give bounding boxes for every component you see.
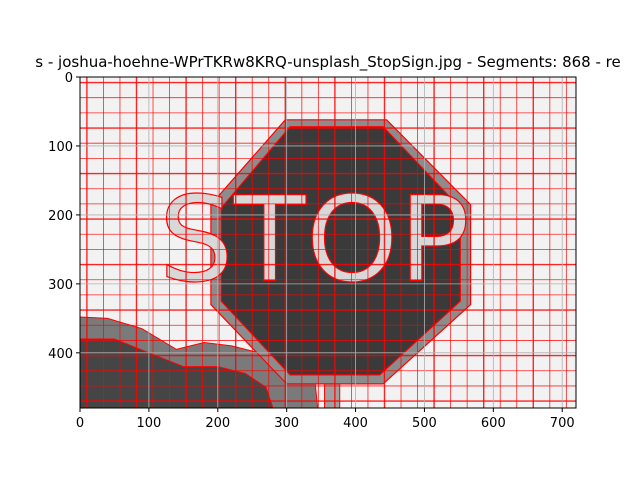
axes-frame	[79, 76, 577, 409]
x-tick-label: 400	[343, 416, 368, 431]
x-tick-label: 100	[136, 416, 161, 431]
segmented-image: STOP	[80, 77, 576, 408]
sign-lettering: STOP	[159, 170, 470, 308]
x-tick-label: 300	[274, 416, 299, 431]
grid	[80, 77, 576, 408]
x-axis: 0 100 200 300 400 500 600 700	[76, 408, 575, 431]
y-axis: 0 100 200 300 400	[48, 71, 80, 362]
x-tick-label: 500	[412, 416, 437, 431]
x-tick-label: 0	[76, 416, 84, 431]
x-tick-label: 700	[550, 416, 575, 431]
chart-title: s - joshua-hoehne-WPrTKRw8KRQ-unsplash_S…	[35, 53, 620, 72]
x-tick-label: 200	[205, 416, 230, 431]
y-tick-label: 0	[65, 71, 73, 86]
x-tick-label: 600	[481, 416, 506, 431]
y-tick-label: 100	[48, 140, 73, 155]
y-tick-label: 400	[48, 347, 73, 362]
y-tick-label: 200	[48, 209, 73, 224]
y-tick-label: 300	[48, 278, 73, 293]
